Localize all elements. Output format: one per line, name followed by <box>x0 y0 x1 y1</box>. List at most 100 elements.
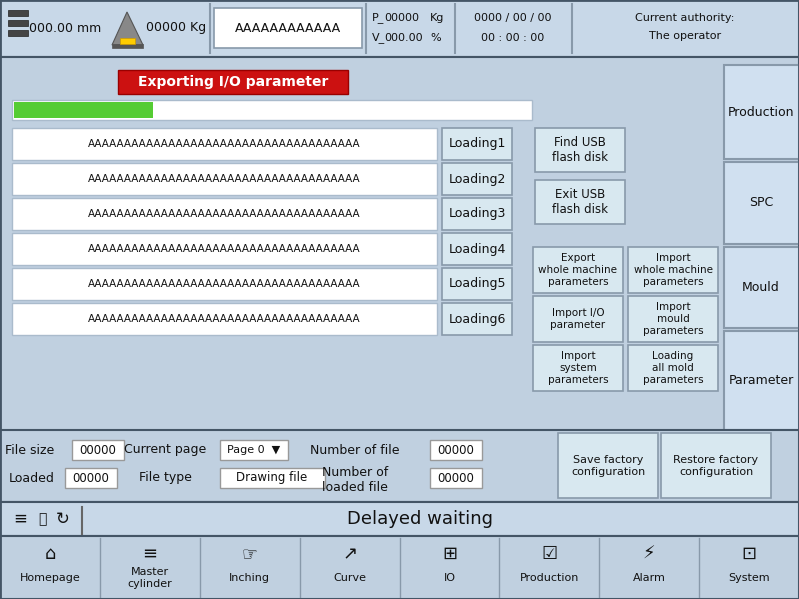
Text: Number of
loaded file: Number of loaded file <box>322 466 388 494</box>
Text: Exporting I/O parameter: Exporting I/O parameter <box>137 75 328 89</box>
Text: 00 : 00 : 00: 00 : 00 : 00 <box>481 33 545 43</box>
Bar <box>12 303 437 335</box>
Text: IO: IO <box>443 573 455 583</box>
Text: Import
system
parameters: Import system parameters <box>547 352 608 385</box>
Text: Page 0  ▼: Page 0 ▼ <box>228 445 280 455</box>
Text: Loading5: Loading5 <box>448 277 506 291</box>
Text: Homepage: Homepage <box>19 573 81 583</box>
Text: Drawing file: Drawing file <box>237 471 308 485</box>
Text: Delayed waiting: Delayed waiting <box>347 510 493 528</box>
Text: AAAAAAAAAAAA: AAAAAAAAAAAA <box>235 22 341 35</box>
Text: Current page: Current page <box>124 443 206 456</box>
Text: Loading1: Loading1 <box>448 138 506 150</box>
Bar <box>0 536 799 599</box>
Text: 00000: 00000 <box>384 13 419 23</box>
Text: AAAAAAAAAAAAAAAAAAAAAAAAAAAAAAAAAAAAA: AAAAAAAAAAAAAAAAAAAAAAAAAAAAAAAAAAAAA <box>88 209 361 219</box>
Text: The operator: The operator <box>649 31 721 41</box>
Bar <box>533 296 623 342</box>
Text: Mould: Mould <box>742 281 780 294</box>
Text: 00000: 00000 <box>438 443 475 456</box>
Text: Loading3: Loading3 <box>448 207 506 220</box>
Text: 000.00: 000.00 <box>384 33 423 43</box>
Bar <box>535 128 625 172</box>
Bar <box>442 128 512 160</box>
Bar <box>442 198 512 230</box>
Bar <box>12 268 437 300</box>
Bar <box>220 468 325 488</box>
Text: AAAAAAAAAAAAAAAAAAAAAAAAAAAAAAAAAAAAA: AAAAAAAAAAAAAAAAAAAAAAAAAAAAAAAAAAAAA <box>88 244 361 254</box>
Text: Alarm: Alarm <box>633 573 666 583</box>
Bar <box>628 345 718 391</box>
Text: Inching: Inching <box>229 573 270 583</box>
Text: Production: Production <box>728 105 794 119</box>
Bar <box>724 162 799 244</box>
Bar <box>442 303 512 335</box>
Text: ≡: ≡ <box>13 510 27 528</box>
Bar <box>628 247 718 293</box>
Text: Import I/O
parameter: Import I/O parameter <box>551 308 606 330</box>
Text: Exit USB
flash disk: Exit USB flash disk <box>552 188 608 216</box>
Text: Number of file: Number of file <box>310 443 400 456</box>
Bar <box>118 70 348 94</box>
Text: ☑: ☑ <box>541 545 558 563</box>
Text: V_: V_ <box>372 32 385 44</box>
Text: Loading2: Loading2 <box>448 173 506 186</box>
Polygon shape <box>112 12 143 45</box>
Text: Master
cylinder: Master cylinder <box>127 567 173 589</box>
Bar <box>430 468 482 488</box>
Bar <box>442 163 512 195</box>
Text: 00000 Kg: 00000 Kg <box>146 22 206 35</box>
Bar <box>0 0 799 57</box>
Bar <box>12 128 437 160</box>
Bar <box>533 247 623 293</box>
Bar <box>14 102 153 118</box>
Text: 00000: 00000 <box>438 471 475 485</box>
Bar <box>112 44 143 48</box>
Text: ✋: ✋ <box>38 512 46 526</box>
Bar <box>12 233 437 265</box>
Text: ⚡: ⚡ <box>643 545 655 563</box>
Text: File type: File type <box>138 471 192 485</box>
Bar <box>220 440 288 460</box>
Bar <box>442 233 512 265</box>
Bar <box>65 468 117 488</box>
Text: Restore factory
configuration: Restore factory configuration <box>674 455 758 477</box>
Bar <box>8 20 28 26</box>
Text: P_: P_ <box>372 13 384 23</box>
Text: 000.00 mm: 000.00 mm <box>29 22 101 35</box>
Text: ↻: ↻ <box>56 510 70 528</box>
Bar <box>12 100 532 120</box>
Bar <box>8 10 28 16</box>
Text: %: % <box>430 33 440 43</box>
Bar <box>533 345 623 391</box>
Text: Loaded: Loaded <box>9 471 55 485</box>
Text: System: System <box>728 573 770 583</box>
Text: Loading
all mold
parameters: Loading all mold parameters <box>642 352 703 385</box>
Text: 00000: 00000 <box>80 443 117 456</box>
Bar <box>558 433 658 498</box>
Text: 00000: 00000 <box>73 471 109 485</box>
Text: Loading4: Loading4 <box>448 243 506 256</box>
Text: ⊡: ⊡ <box>741 545 757 563</box>
Bar <box>0 430 799 502</box>
Text: Kg: Kg <box>430 13 444 23</box>
Text: Save factory
configuration: Save factory configuration <box>570 455 645 477</box>
Bar <box>724 65 799 159</box>
Text: ⊞: ⊞ <box>442 545 457 563</box>
Bar <box>12 163 437 195</box>
Bar <box>442 268 512 300</box>
Text: Parameter: Parameter <box>729 374 793 387</box>
Bar <box>12 198 437 230</box>
Text: Import
mould
parameters: Import mould parameters <box>642 302 703 335</box>
Text: ☞: ☞ <box>241 545 258 563</box>
Bar <box>120 38 135 44</box>
Text: SPC: SPC <box>749 196 773 210</box>
Text: ⌂: ⌂ <box>44 545 56 563</box>
Bar <box>110 8 145 48</box>
Text: AAAAAAAAAAAAAAAAAAAAAAAAAAAAAAAAAAAAA: AAAAAAAAAAAAAAAAAAAAAAAAAAAAAAAAAAAAA <box>88 314 361 324</box>
Text: ≡: ≡ <box>142 545 157 563</box>
Bar <box>724 331 799 430</box>
Text: 0000 / 00 / 00: 0000 / 00 / 00 <box>475 13 552 23</box>
Text: Current authority:: Current authority: <box>635 13 735 23</box>
Bar <box>214 8 362 48</box>
